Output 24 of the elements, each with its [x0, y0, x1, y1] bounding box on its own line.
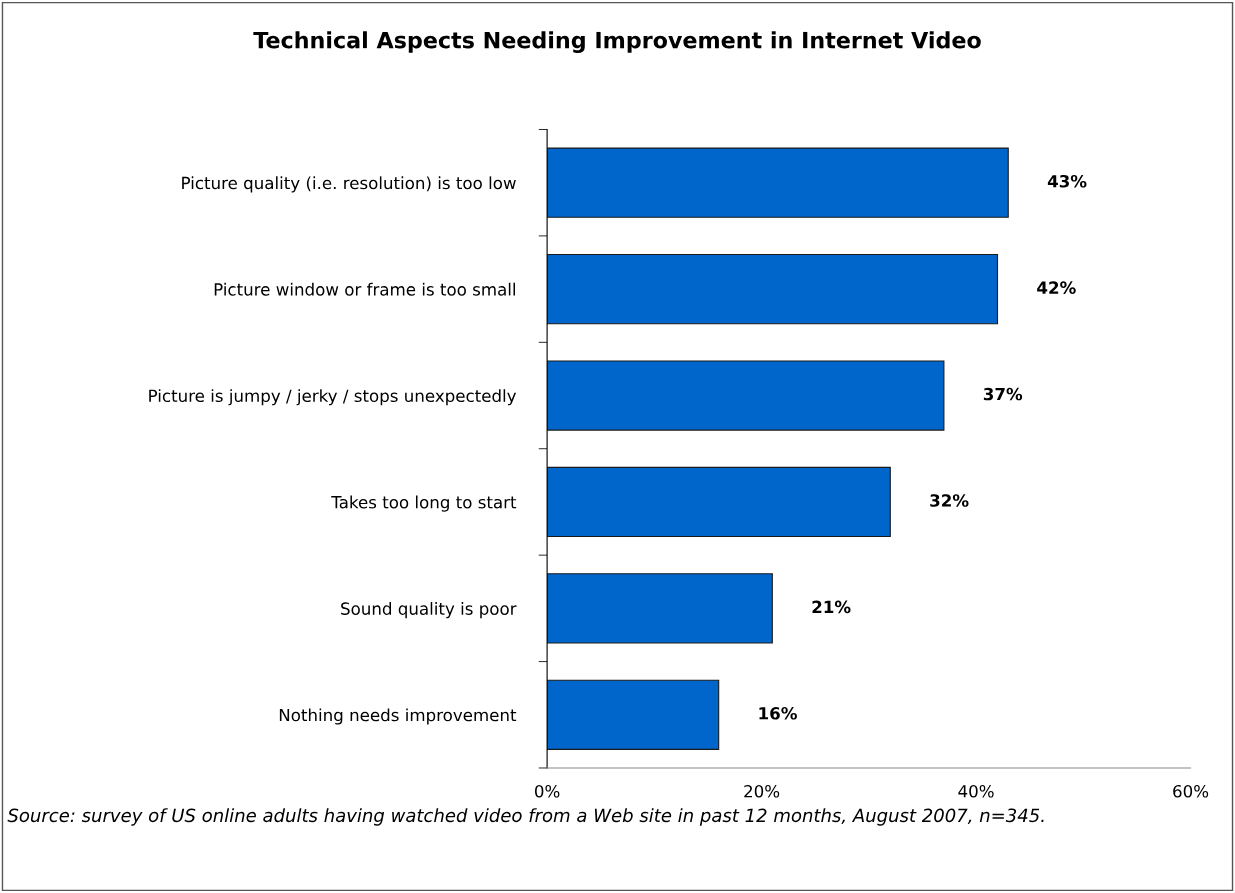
- x-tick-label: 40%: [958, 784, 994, 798]
- x-tick-label: 20%: [744, 784, 780, 798]
- data-label: 43%: [1047, 174, 1087, 188]
- data-label: 32%: [930, 494, 969, 507]
- y-tick-label: Nothing needs improvement: [279, 708, 517, 725]
- y-tick-label: Sound quality is poor: [341, 602, 517, 619]
- bar: [547, 360, 945, 431]
- bar: [547, 466, 891, 538]
- source-note: Source: survey of US online adults having watched video from a Web site in past 12 months, August 2007, n=345.: [7, 808, 1044, 826]
- data-label: 37%: [983, 387, 1023, 401]
- y-tick-label: Picture quality (i.e. resolution) is too low: [182, 176, 516, 193]
- y-tick-label: Picture is jumpy / jerky / stops unexpectedly: [149, 389, 517, 406]
- bar: [547, 253, 999, 325]
- y-tick-label: Takes too long to start: [331, 495, 517, 512]
- x-tick-label: 60%: [1173, 784, 1209, 798]
- chart-title: Technical Aspects Needing Improvement in Internet Video: [253, 31, 981, 53]
- data-label: 42%: [1037, 281, 1076, 294]
- data-label: 21%: [812, 600, 851, 614]
- y-tick-label: Picture window or frame is too small: [214, 282, 515, 296]
- bar: [547, 679, 720, 750]
- bar: [547, 573, 773, 644]
- x-tick-label: 0%: [534, 784, 560, 798]
- data-label: 16%: [759, 707, 797, 720]
- bar: [547, 147, 1009, 218]
